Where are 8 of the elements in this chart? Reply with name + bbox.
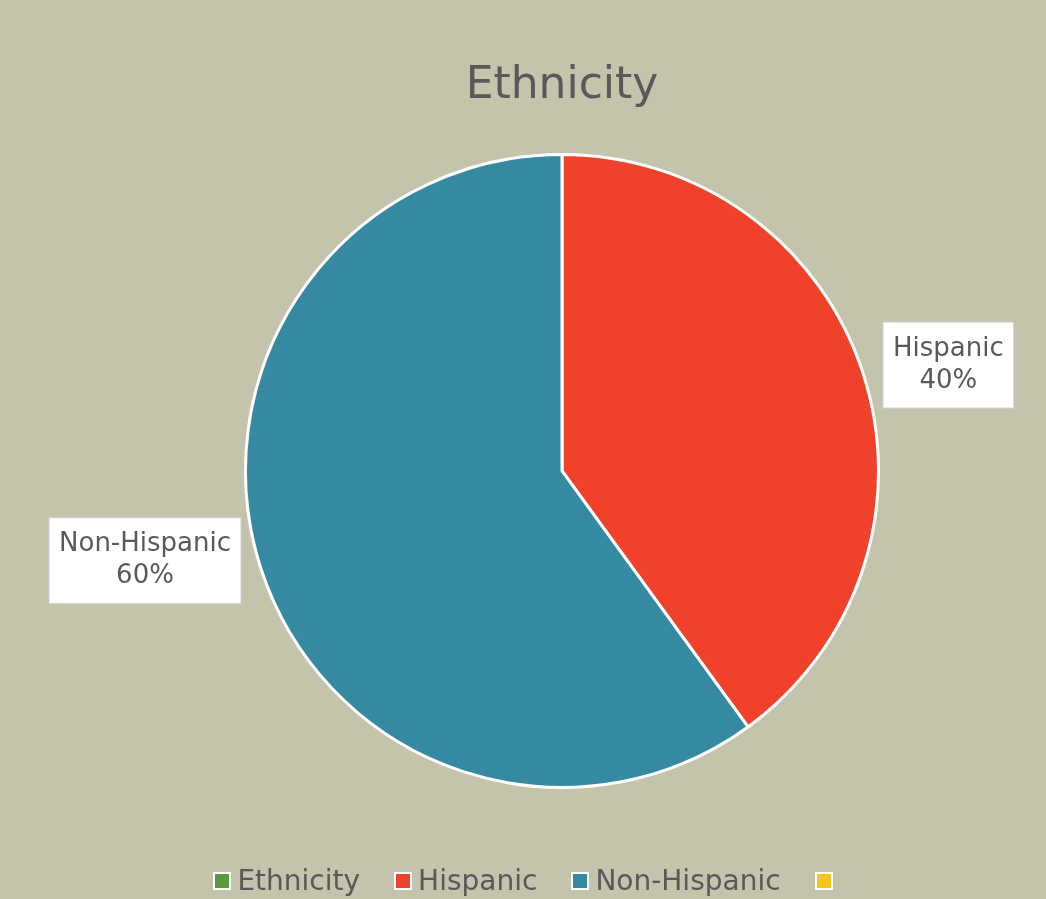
data-label: 60% [116, 559, 174, 590]
chart-title: Ethnicity [465, 56, 659, 108]
slice-label: Non-Hispanic [59, 527, 231, 558]
legend-label: Hispanic [418, 864, 538, 898]
legend-label: Non-Hispanic [595, 864, 781, 898]
data-label: 40% [919, 363, 978, 394]
legend-label: Ethnicity [237, 864, 361, 898]
slice-label: Hispanic [893, 331, 1004, 362]
